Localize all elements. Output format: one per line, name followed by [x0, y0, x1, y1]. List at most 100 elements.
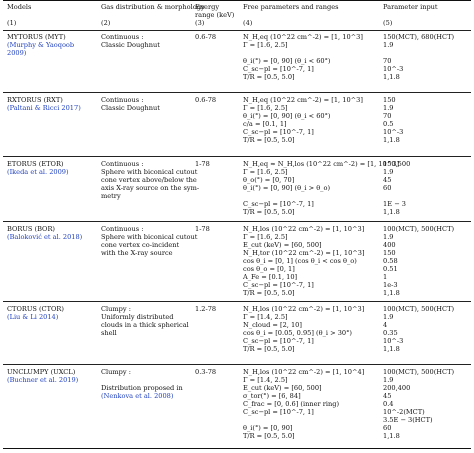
row-rule	[3, 156, 471, 157]
param-line: Γ = [1.6, 2.5]	[243, 41, 288, 49]
param-line: cos θ_i = [0, 1] (cos θ_i < cos θ_o)	[243, 257, 357, 265]
param-input: 0.4	[383, 400, 394, 408]
header-num-4: (4)	[243, 19, 253, 27]
param-input: 400	[383, 241, 396, 249]
param-line: C_sc−pl = [10^-7, 1]	[243, 200, 314, 208]
param-input: 60	[383, 184, 392, 192]
row-rule	[3, 221, 471, 222]
gas-text: cone vertex co-incident	[101, 241, 180, 249]
param-line: Γ = [1.6, 2.5]	[243, 168, 288, 176]
param-input: 1.9	[383, 104, 394, 112]
param-input: 1.9	[383, 168, 394, 176]
model-ref-link[interactable]: (Ikeda et al. 2009)	[7, 168, 69, 176]
param-line: C_sc−pl = [10^-7, 1]	[243, 65, 314, 73]
param-input: 150	[383, 249, 396, 257]
param-input: 1.9	[383, 233, 394, 241]
gas-ref-link[interactable]: (Nenkova et al. 2008)	[101, 392, 174, 400]
gas-text: Uniformly distributed	[101, 313, 174, 321]
param-line: Γ = [1.4, 2.5]	[243, 313, 288, 321]
row-rule	[3, 92, 471, 93]
gas-text: Clumpy :	[101, 368, 131, 376]
param-line: T/R = [0.5, 5.0]	[243, 289, 295, 297]
param-line: N_H,los (10^22 cm^-2) = [1, 10^3]	[243, 225, 365, 233]
param-line: C_sc−pl = [10^-7, 1]	[243, 128, 314, 136]
param-input: 1e-3	[383, 281, 398, 289]
param-line: C_sc−pl = [10^-7, 1]	[243, 408, 314, 416]
param-input: 1	[383, 273, 388, 281]
param-line: θ_i(°) = [0, 90] (θ_i < 60°)	[243, 57, 331, 65]
param-input: 0.5	[383, 120, 394, 128]
header-energy-1: Energy	[195, 3, 220, 11]
model-ref-link[interactable]: 2009)	[7, 49, 27, 57]
gas-text: Classic Doughnut	[101, 104, 160, 112]
model-ref-link[interactable]: (Murphy & Yaoqoob	[7, 41, 75, 49]
model-ref-link[interactable]: (Baloković et al. 2018)	[7, 233, 83, 241]
param-line: E_cut (keV) = [60, 500]	[243, 241, 322, 249]
model-ref-link[interactable]: (Buchner et al. 2019)	[7, 376, 79, 384]
header-input: Parameter input	[383, 3, 438, 11]
param-input: 0.58	[383, 257, 398, 265]
param-input: 45	[383, 176, 392, 184]
model-name: MYTORUS (MYT)	[7, 33, 66, 41]
param-line: T/R = [0.5, 5.0]	[243, 208, 295, 216]
param-input: 70	[383, 57, 392, 65]
param-input: 1,1.8	[383, 208, 400, 216]
header-energy-2: range (keV)	[195, 11, 235, 19]
param-input: 10^-3	[383, 128, 404, 136]
gas-text: Classic Doughnut	[101, 41, 160, 49]
energy-range: 1.2-78	[195, 305, 217, 313]
param-line: θ_o(°) = [0, 70]	[243, 176, 295, 184]
param-input: 1,1.8	[383, 73, 400, 81]
param-input: 150	[383, 96, 396, 104]
param-input: 1.9	[383, 313, 394, 321]
gas-text: metry	[101, 192, 121, 200]
gas-text: Sphere with biconical cutout	[101, 168, 198, 176]
param-input: 100(MCT), 500(HCT)	[383, 225, 455, 233]
header-num-3: (3)	[195, 19, 205, 27]
param-input: 3.5E − 3(HCT)	[383, 416, 433, 424]
header-num-2: (2)	[101, 19, 111, 27]
gas-text: Continuous :	[101, 96, 144, 104]
model-name: RXTORUS (RXT)	[7, 96, 63, 104]
gas-text: Continuous :	[101, 160, 144, 168]
model-ref-link[interactable]: (Paltani & Ricci 2017)	[7, 104, 81, 112]
param-line: N_H,eq (10^22 cm^-2) = [1, 10^3]	[243, 33, 363, 41]
param-line: σ_tor(°) = [6, 84]	[243, 392, 301, 400]
param-line: C_sc−pl = [10^-7, 1]	[243, 337, 314, 345]
param-input: 0.51	[383, 265, 398, 273]
param-line: C_frac = [0, 0.6] (inner ring)	[243, 400, 340, 408]
param-line: N_H,eq ≈ N_H,los (10^22 cm^-2) = [1, 10^…	[243, 160, 400, 168]
param-line: N_H,tor (10^22 cm^-2) = [1, 10^3]	[243, 249, 365, 257]
param-input: 1E − 3	[383, 200, 406, 208]
param-input: 0.35	[383, 329, 398, 337]
header-models: Models	[7, 3, 32, 11]
energy-range: 1-78	[195, 160, 210, 168]
param-line: θ_i(°) = [0, 90] (θ_i < 60°)	[243, 112, 331, 120]
param-line: Γ = [1.6, 2.5]	[243, 233, 288, 241]
param-input: 10^-3	[383, 65, 404, 73]
param-line: cos θ_i = [0.05, 0.95] (θ_i > 30°)	[243, 329, 352, 337]
header-num-5: (5)	[383, 19, 393, 27]
model-name: CTORUS (CTOR)	[7, 305, 64, 313]
param-line: A_Fe = [0.1, 10]	[243, 273, 298, 281]
param-input: 100(MCT), 500(HCT)	[383, 368, 455, 376]
param-input: 1,1.8	[383, 432, 400, 440]
param-line: C_sc−pl = [10^-7, 1]	[243, 281, 314, 289]
header-params: Free parameters and ranges	[243, 3, 339, 11]
energy-range: 0.6-78	[195, 33, 217, 41]
param-line: N_H,los (10^22 cm^-2) = [1, 10^4]	[243, 368, 365, 376]
param-input: 150(MCT), 680(HCT)	[383, 33, 455, 41]
model-ref-link[interactable]: (Liu & Li 2014)	[7, 313, 59, 321]
gas-text: clouds in a thick spherical	[101, 321, 189, 329]
header-rule	[3, 30, 471, 31]
param-input: 70	[383, 112, 392, 120]
model-name: UNCLUMPY (UXCL)	[7, 368, 76, 376]
param-input: 100(MCT), 500(HCT)	[383, 305, 455, 313]
row-rule	[3, 301, 471, 302]
header-gas: Gas distribution & morphology	[101, 3, 205, 11]
param-line: T/R = [0.5, 5.0]	[243, 136, 295, 144]
param-input: 200,400	[383, 384, 411, 392]
energy-range: 0.6-78	[195, 96, 217, 104]
param-input: 60	[383, 424, 392, 432]
row-rule	[3, 364, 471, 365]
